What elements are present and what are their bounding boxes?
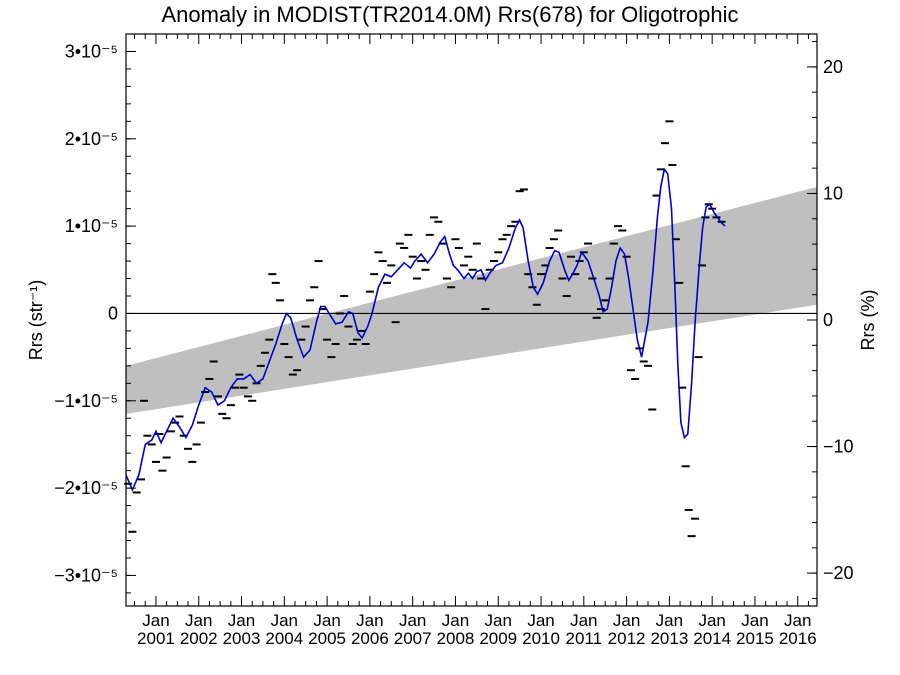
x-tick-label-year: 2011 <box>566 629 603 648</box>
x-tick-label-month: Jan <box>185 611 212 630</box>
right-y-tick-label: −20 <box>823 563 854 583</box>
x-tick-label-year: 2013 <box>650 629 688 648</box>
y-tick-label: −3•10⁻⁵ <box>54 565 118 585</box>
x-tick-label-month: Jan <box>485 611 512 630</box>
x-tick-label-month: Jan <box>442 611 469 630</box>
x-tick-label: Jan 2007 <box>394 611 432 648</box>
x-tick-label-month: Jan <box>142 611 169 630</box>
x-tick-label: Jan 2009 <box>479 611 517 648</box>
x-tick-label: Jan 2006 <box>351 611 389 648</box>
right-y-tick-label: 10 <box>823 183 843 203</box>
x-tick-label-month: Jan <box>527 611 554 630</box>
y-tick-label: −1•10⁻⁵ <box>54 391 118 411</box>
x-tick-label-year: 2002 <box>180 629 218 648</box>
uncertainty-band-layer <box>126 186 817 414</box>
x-tick-label-month: Jan <box>356 611 383 630</box>
x-tick-label-year: 2010 <box>522 629 560 648</box>
y-tick-label: 0 <box>108 303 118 323</box>
y-axis-label: Rrs (str⁻¹) <box>26 280 46 360</box>
x-tick-label: Jan 2012 <box>608 611 646 648</box>
x-tick-label: Jan 2003 <box>223 611 261 648</box>
x-tick-label: Jan 2004 <box>265 611 303 648</box>
x-tick-label: Jan 2001 <box>137 611 175 648</box>
x-tick-label: Jan 2011 <box>566 611 603 648</box>
x-tick-label-month: Jan <box>741 611 768 630</box>
right-y-tick-label: 0 <box>823 310 833 330</box>
x-tick-label-year: 2009 <box>479 629 517 648</box>
x-tick-label-year: 2007 <box>394 629 432 648</box>
x-tick-label-month: Jan <box>613 611 640 630</box>
right-y-tick-label: −10 <box>823 437 854 457</box>
x-tick-label-year: 2014 <box>693 629 731 648</box>
x-tick-label-year: 2006 <box>351 629 389 648</box>
x-tick-label: Jan 2016 <box>779 611 817 648</box>
x-tick-label: Jan 2002 <box>180 611 218 648</box>
uncertainty-band <box>126 186 817 414</box>
x-tick-label-year: 2012 <box>608 629 646 648</box>
right-y-axis-label: Rrs (%) <box>858 290 878 351</box>
x-tick-label-month: Jan <box>313 611 340 630</box>
x-tick-label: Jan 2010 <box>522 611 560 648</box>
x-tick-label: Jan 2013 <box>650 611 688 648</box>
x-tick-label: Jan 2008 <box>437 611 475 648</box>
x-tick-label: Jan 2015 <box>736 611 774 648</box>
x-tick-label-year: 2008 <box>437 629 475 648</box>
x-tick-label-month: Jan <box>656 611 683 630</box>
y-tick-label: 3•10⁻⁵ <box>65 41 118 61</box>
y-tick-label: −2•10⁻⁵ <box>54 478 118 498</box>
x-tick-label: Jan 2005 <box>308 611 346 648</box>
chart-title: Anomaly in MODIST(TR2014.0M) Rrs(678) fo… <box>161 2 739 27</box>
x-tick-label-month: Jan <box>570 611 597 630</box>
axes-layer: −3•10⁻⁵ −2•10⁻⁵ −1•10⁻⁵ 0 1•10⁻⁵ 2•10⁻⁵ 3•10⁻⁵… <box>54 33 854 648</box>
y-tick-label: 2•10⁻⁵ <box>65 129 118 149</box>
x-tick-label-month: Jan <box>784 611 811 630</box>
x-tick-label-month: Jan <box>698 611 725 630</box>
x-tick-label-month: Jan <box>228 611 255 630</box>
x-tick-label-year: 2004 <box>265 629 303 648</box>
x-tick-label: Jan 2014 <box>693 611 731 648</box>
smoothed-line-layer <box>125 167 726 492</box>
x-tick-label-year: 2005 <box>308 629 346 648</box>
right-y-tick-label: 20 <box>823 57 843 77</box>
data-markers-layer <box>124 120 726 538</box>
x-tick-label-year: 2001 <box>137 629 175 648</box>
x-tick-label-month: Jan <box>271 611 298 630</box>
x-tick-label-year: 2003 <box>223 629 261 648</box>
x-tick-label-month: Jan <box>399 611 426 630</box>
smoothed-line <box>125 167 726 492</box>
x-tick-label-year: 2016 <box>779 629 817 648</box>
y-tick-label: 1•10⁻⁵ <box>65 216 118 236</box>
x-tick-label-year: 2015 <box>736 629 774 648</box>
